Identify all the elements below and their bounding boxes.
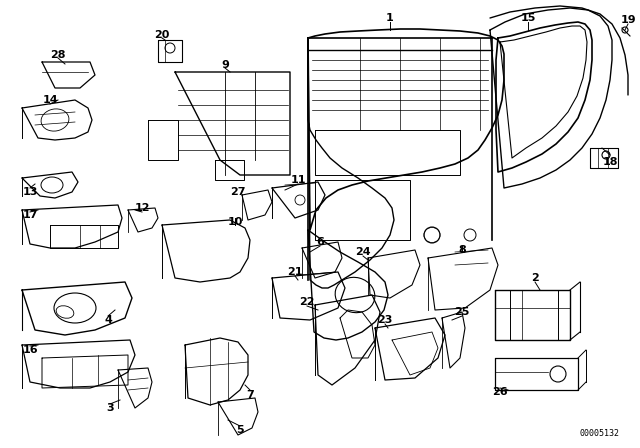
Text: 12: 12 <box>134 203 150 213</box>
Text: 10: 10 <box>227 217 243 227</box>
Text: 14: 14 <box>42 95 58 105</box>
Text: 16: 16 <box>22 345 38 355</box>
Text: 2: 2 <box>531 273 539 283</box>
Text: 6: 6 <box>316 237 324 247</box>
Text: 9: 9 <box>221 60 229 70</box>
Text: 7: 7 <box>246 390 254 400</box>
Text: 1: 1 <box>386 13 394 23</box>
Text: 23: 23 <box>378 315 393 325</box>
Text: 21: 21 <box>287 267 303 277</box>
Text: 22: 22 <box>300 297 315 307</box>
Text: 5: 5 <box>236 425 244 435</box>
Text: 26: 26 <box>492 387 508 397</box>
Text: 17: 17 <box>22 210 38 220</box>
Text: 13: 13 <box>22 187 38 197</box>
Text: 27: 27 <box>230 187 246 197</box>
Text: 28: 28 <box>51 50 66 60</box>
Text: 20: 20 <box>154 30 170 40</box>
Text: 11: 11 <box>291 175 306 185</box>
Text: 25: 25 <box>454 307 470 317</box>
Text: 8: 8 <box>458 245 466 255</box>
Text: 15: 15 <box>520 13 536 23</box>
Text: 00005132: 00005132 <box>580 429 620 438</box>
Text: 4: 4 <box>104 315 112 325</box>
Text: 24: 24 <box>355 247 371 257</box>
Text: 3: 3 <box>106 403 114 413</box>
Text: 19: 19 <box>620 15 636 25</box>
Text: 18: 18 <box>602 157 618 167</box>
